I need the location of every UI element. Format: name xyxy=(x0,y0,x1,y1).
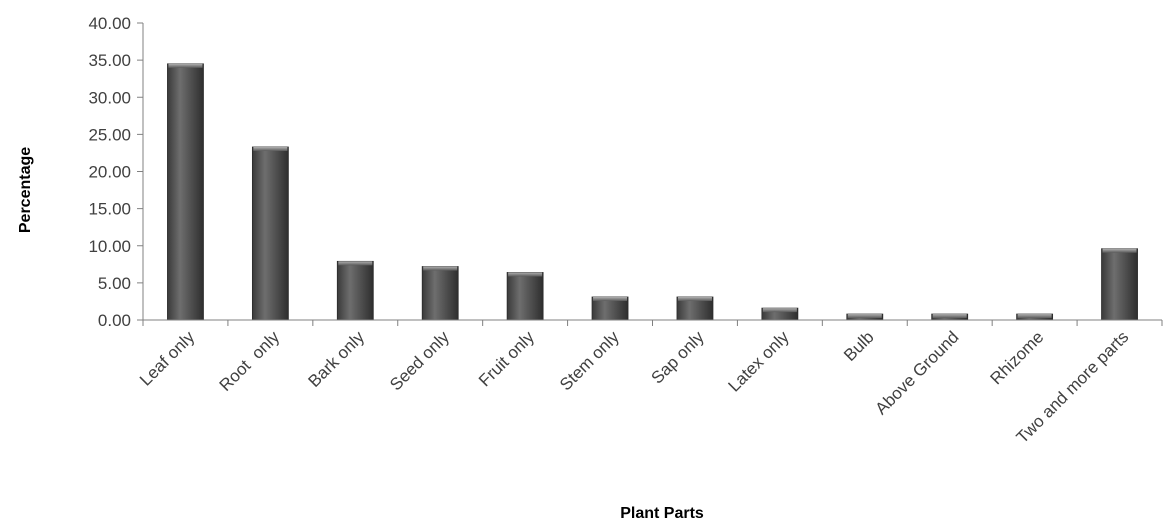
x-axis-labels: Leaf only Root only Bark only Seed only Frui… xyxy=(136,327,1132,447)
bars xyxy=(167,63,1138,321)
bar xyxy=(931,313,969,321)
y-tick-label: 15.00 xyxy=(88,200,131,219)
bar-cap xyxy=(1017,314,1052,319)
bar xyxy=(251,146,289,321)
bar-body xyxy=(167,63,204,321)
bar-body xyxy=(251,146,289,321)
y-axis-title: Percentage xyxy=(17,147,34,233)
bar-cap xyxy=(932,314,967,319)
x-category-label: Seed only xyxy=(386,327,453,394)
bar-cap xyxy=(423,266,458,271)
bar-cap xyxy=(168,63,203,68)
y-tick-label: 10.00 xyxy=(88,237,131,256)
y-axis-ticks: 0.00 5.00 10.00 15.00 20.00 25.00 30.00 35.00 40… xyxy=(88,14,143,330)
y-tick-label: 20.00 xyxy=(88,163,131,182)
y-tick-label: 5.00 xyxy=(98,274,131,293)
bar xyxy=(591,296,629,321)
bar xyxy=(421,266,459,321)
bar-cap xyxy=(508,272,543,277)
x-category-label: Fruit only xyxy=(475,327,538,390)
bar xyxy=(506,272,544,321)
bar-cap xyxy=(593,296,628,301)
x-category-label: Sap only xyxy=(648,327,709,388)
bar-cap xyxy=(338,261,373,266)
x-category-label: Above Ground xyxy=(872,327,963,418)
bar xyxy=(1101,248,1138,321)
bar xyxy=(676,296,714,321)
y-tick-label: 0.00 xyxy=(98,311,131,330)
bar-cap xyxy=(677,296,712,301)
bar-body xyxy=(336,260,374,321)
bar-body xyxy=(421,266,459,321)
x-category-label: Bark only xyxy=(305,327,369,391)
x-category-label: Leaf only xyxy=(136,327,199,390)
y-tick-label: 25.00 xyxy=(88,125,131,144)
x-category-label: Latex only xyxy=(724,327,793,396)
y-tick-label: 35.00 xyxy=(88,51,131,70)
bar xyxy=(846,313,884,321)
x-category-label: Bulb xyxy=(840,327,877,364)
bar-cap xyxy=(1102,248,1137,253)
y-tick-label: 30.00 xyxy=(88,88,131,107)
bar-body xyxy=(506,272,544,321)
axes xyxy=(142,23,1163,326)
x-category-label: Root only xyxy=(216,327,284,395)
x-category-label: Rhizome xyxy=(987,327,1048,388)
bar xyxy=(1016,313,1054,321)
bar-cap xyxy=(253,146,288,151)
x-category-label: Stem only xyxy=(556,327,623,394)
bar xyxy=(167,63,204,321)
y-tick-label: 40.00 xyxy=(88,14,131,33)
x-axis-title: Plant Parts xyxy=(620,505,704,522)
bar-cap xyxy=(762,308,797,313)
bar xyxy=(761,307,799,321)
bar-cap xyxy=(847,314,882,319)
bar xyxy=(336,260,374,321)
bar-body xyxy=(1101,248,1138,321)
